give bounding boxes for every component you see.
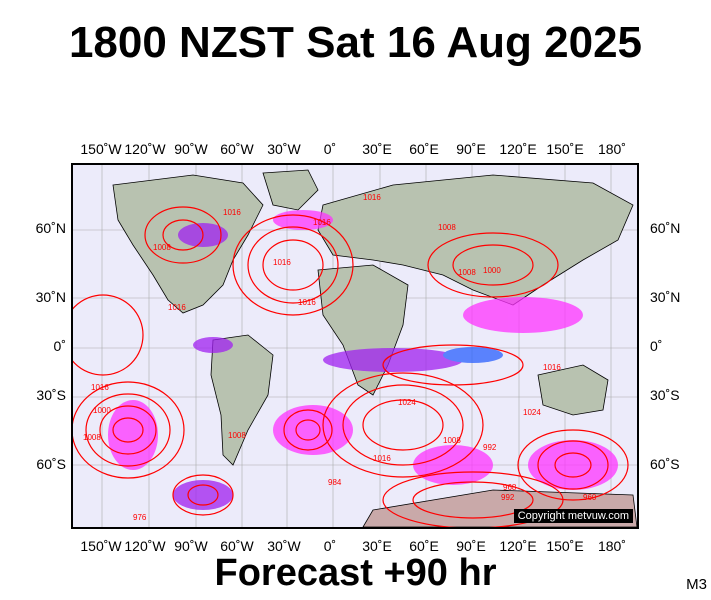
copyright-label: Copyright metvuw.com <box>513 509 633 523</box>
latitude-label-left-4: 60˚S <box>36 456 66 472</box>
forecast-label: Forecast +90 hr <box>214 552 497 594</box>
isobar-label: 992 <box>483 443 497 452</box>
south-america <box>210 334 274 466</box>
isobar-label: 1008 <box>83 433 101 442</box>
isobar-label: 1016 <box>373 454 391 463</box>
isobar-label: 984 <box>328 478 342 487</box>
longitude-label-top-11: 180˚ <box>597 141 627 157</box>
latitude-label-right-0: 60˚N <box>650 220 681 236</box>
latitude-label-left-2: 0˚ <box>53 338 66 354</box>
longitude-label-bottom-4: 30˚W <box>267 538 301 554</box>
model-code: M3 <box>686 576 707 593</box>
isobar-label: 1000 <box>93 406 111 415</box>
isobar-label: 1008 <box>153 243 171 252</box>
longitude-label-bottom-9: 120˚E <box>499 538 537 554</box>
longitude-label-bottom-10: 150˚E <box>546 538 584 554</box>
isobar-label: 992 <box>501 493 515 502</box>
isobar-label: 1024 <box>398 398 416 407</box>
longitude-label-bottom-1: 120˚W <box>124 538 166 554</box>
longitude-label-top-1: 120˚W <box>124 141 166 157</box>
isobar-label: 1016 <box>363 193 381 202</box>
longitude-label-bottom-7: 60˚E <box>409 538 439 554</box>
longitude-label-bottom-3: 60˚W <box>220 538 254 554</box>
latitude-label-left-0: 60˚N <box>35 220 66 236</box>
isobar-label: 960 <box>583 493 597 502</box>
longitude-label-top-10: 150˚E <box>546 141 584 157</box>
isobar-label: 1008 <box>438 223 456 232</box>
isobar-label: 1016 <box>273 258 291 267</box>
longitude-label-bottom-2: 90˚W <box>174 538 208 554</box>
latitude-label-right-3: 30˚S <box>650 387 680 403</box>
isobar-label: 1016 <box>313 218 331 227</box>
longitude-label-top-7: 60˚E <box>409 141 439 157</box>
isobar-label: 1024 <box>523 408 541 417</box>
latitude-label-right-1: 30˚N <box>650 289 681 305</box>
latitude-label-left-3: 30˚S <box>36 387 66 403</box>
longitude-label-bottom-6: 30˚E <box>362 538 392 554</box>
isobars <box>73 206 629 527</box>
isobar-label: 1016 <box>298 298 316 307</box>
longitude-label-bottom-5: 0˚ <box>323 538 337 554</box>
longitude-label-bottom-8: 90˚E <box>456 538 486 554</box>
longitude-label-top-9: 120˚E <box>499 141 537 157</box>
longitude-label-top-6: 30˚E <box>362 141 392 157</box>
longitude-label-top-3: 60˚W <box>220 141 254 157</box>
australia <box>537 364 609 416</box>
isobar-labels: 1016 1008 1016 1016 1016 1016 1008 1000 … <box>83 193 597 522</box>
isobar-label: 1008 <box>458 268 476 277</box>
isobar-label: 1016 <box>223 208 241 217</box>
longitude-label-top-8: 90˚E <box>456 141 486 157</box>
greenland <box>262 169 319 211</box>
latitude-label-right-2: 0˚ <box>650 338 663 354</box>
longitude-label-top-2: 90˚W <box>174 141 208 157</box>
isobar-label: 1016 <box>91 383 109 392</box>
latitude-label-left-1: 30˚N <box>35 289 66 305</box>
map-title: 1800 NZST Sat 16 Aug 2025 <box>68 18 643 67</box>
isobar-label: 1000 <box>483 266 501 275</box>
longitude-label-top-5: 0˚ <box>323 141 337 157</box>
longitude-label-top-0: 150˚W <box>80 141 122 157</box>
isobar-label: 1016 <box>168 303 186 312</box>
isobar-label: 968 <box>503 483 517 492</box>
isobar-label: 1008 <box>228 431 246 440</box>
longitude-label-bottom-11: 180˚ <box>597 538 627 554</box>
longitude-label-top-4: 30˚W <box>267 141 301 157</box>
isobar-label: 1008 <box>443 436 461 445</box>
map-canvas: 1016 1008 1016 1016 1016 1016 1008 1000 … <box>73 165 637 527</box>
isobar-label: 1016 <box>543 363 561 372</box>
weather-map: 1016 1008 1016 1016 1016 1016 1008 1000 … <box>71 163 639 529</box>
latitude-label-right-4: 60˚S <box>650 456 680 472</box>
longitude-label-bottom-0: 150˚W <box>80 538 122 554</box>
isobar-label: 976 <box>133 513 147 522</box>
